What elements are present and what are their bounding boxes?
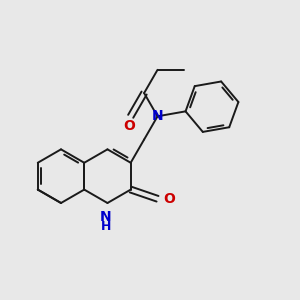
Text: O: O xyxy=(123,119,135,133)
Text: N: N xyxy=(100,210,112,224)
Text: H: H xyxy=(100,220,111,233)
Text: N: N xyxy=(152,109,163,123)
Text: O: O xyxy=(164,192,175,206)
